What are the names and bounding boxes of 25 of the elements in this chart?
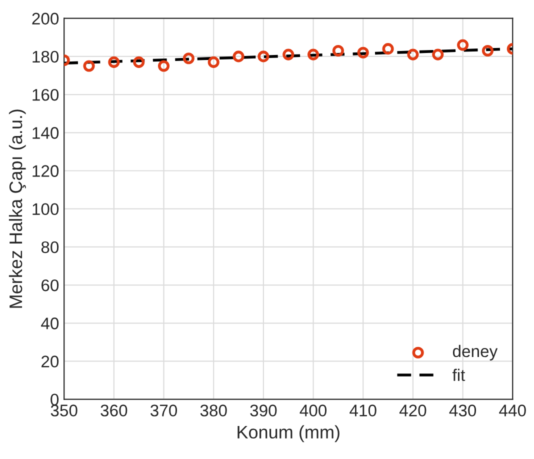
y-tick-label: 120 bbox=[32, 165, 59, 177]
y-tick-label: 40 bbox=[41, 318, 59, 330]
y-tick-label: 140 bbox=[32, 127, 59, 139]
x-tick-label: 440 bbox=[499, 404, 526, 416]
legend-label: fit bbox=[452, 368, 466, 381]
y-tick-label: 80 bbox=[41, 241, 59, 254]
x-tick-label: 380 bbox=[200, 404, 227, 416]
x-tick-label: 410 bbox=[350, 404, 376, 416]
x-tick-label: 360 bbox=[100, 404, 128, 416]
y-tick-label: 20 bbox=[42, 356, 59, 368]
x-tick-label: 400 bbox=[300, 404, 327, 416]
y-tick-label: 160 bbox=[32, 88, 59, 101]
y-tick-label: 180 bbox=[32, 50, 59, 63]
y-tick-label: 0 bbox=[50, 394, 59, 406]
x-tick-label: 350 bbox=[50, 404, 78, 416]
x-tick-label: 370 bbox=[150, 404, 178, 416]
legend-label: deney bbox=[452, 344, 498, 360]
y-axis-title: Merkez Halka Çapı (a.u.) bbox=[8, 110, 26, 308]
y-tick-label: 100 bbox=[32, 203, 59, 216]
x-axis-title: Konum (mm) bbox=[238, 425, 340, 442]
y-tick-label: 60 bbox=[42, 279, 59, 292]
x-tick-label: 430 bbox=[449, 404, 476, 416]
y-tick-label: 200 bbox=[32, 12, 59, 25]
x-tick-label: 390 bbox=[250, 404, 277, 416]
x-tick-label: 420 bbox=[399, 404, 426, 416]
